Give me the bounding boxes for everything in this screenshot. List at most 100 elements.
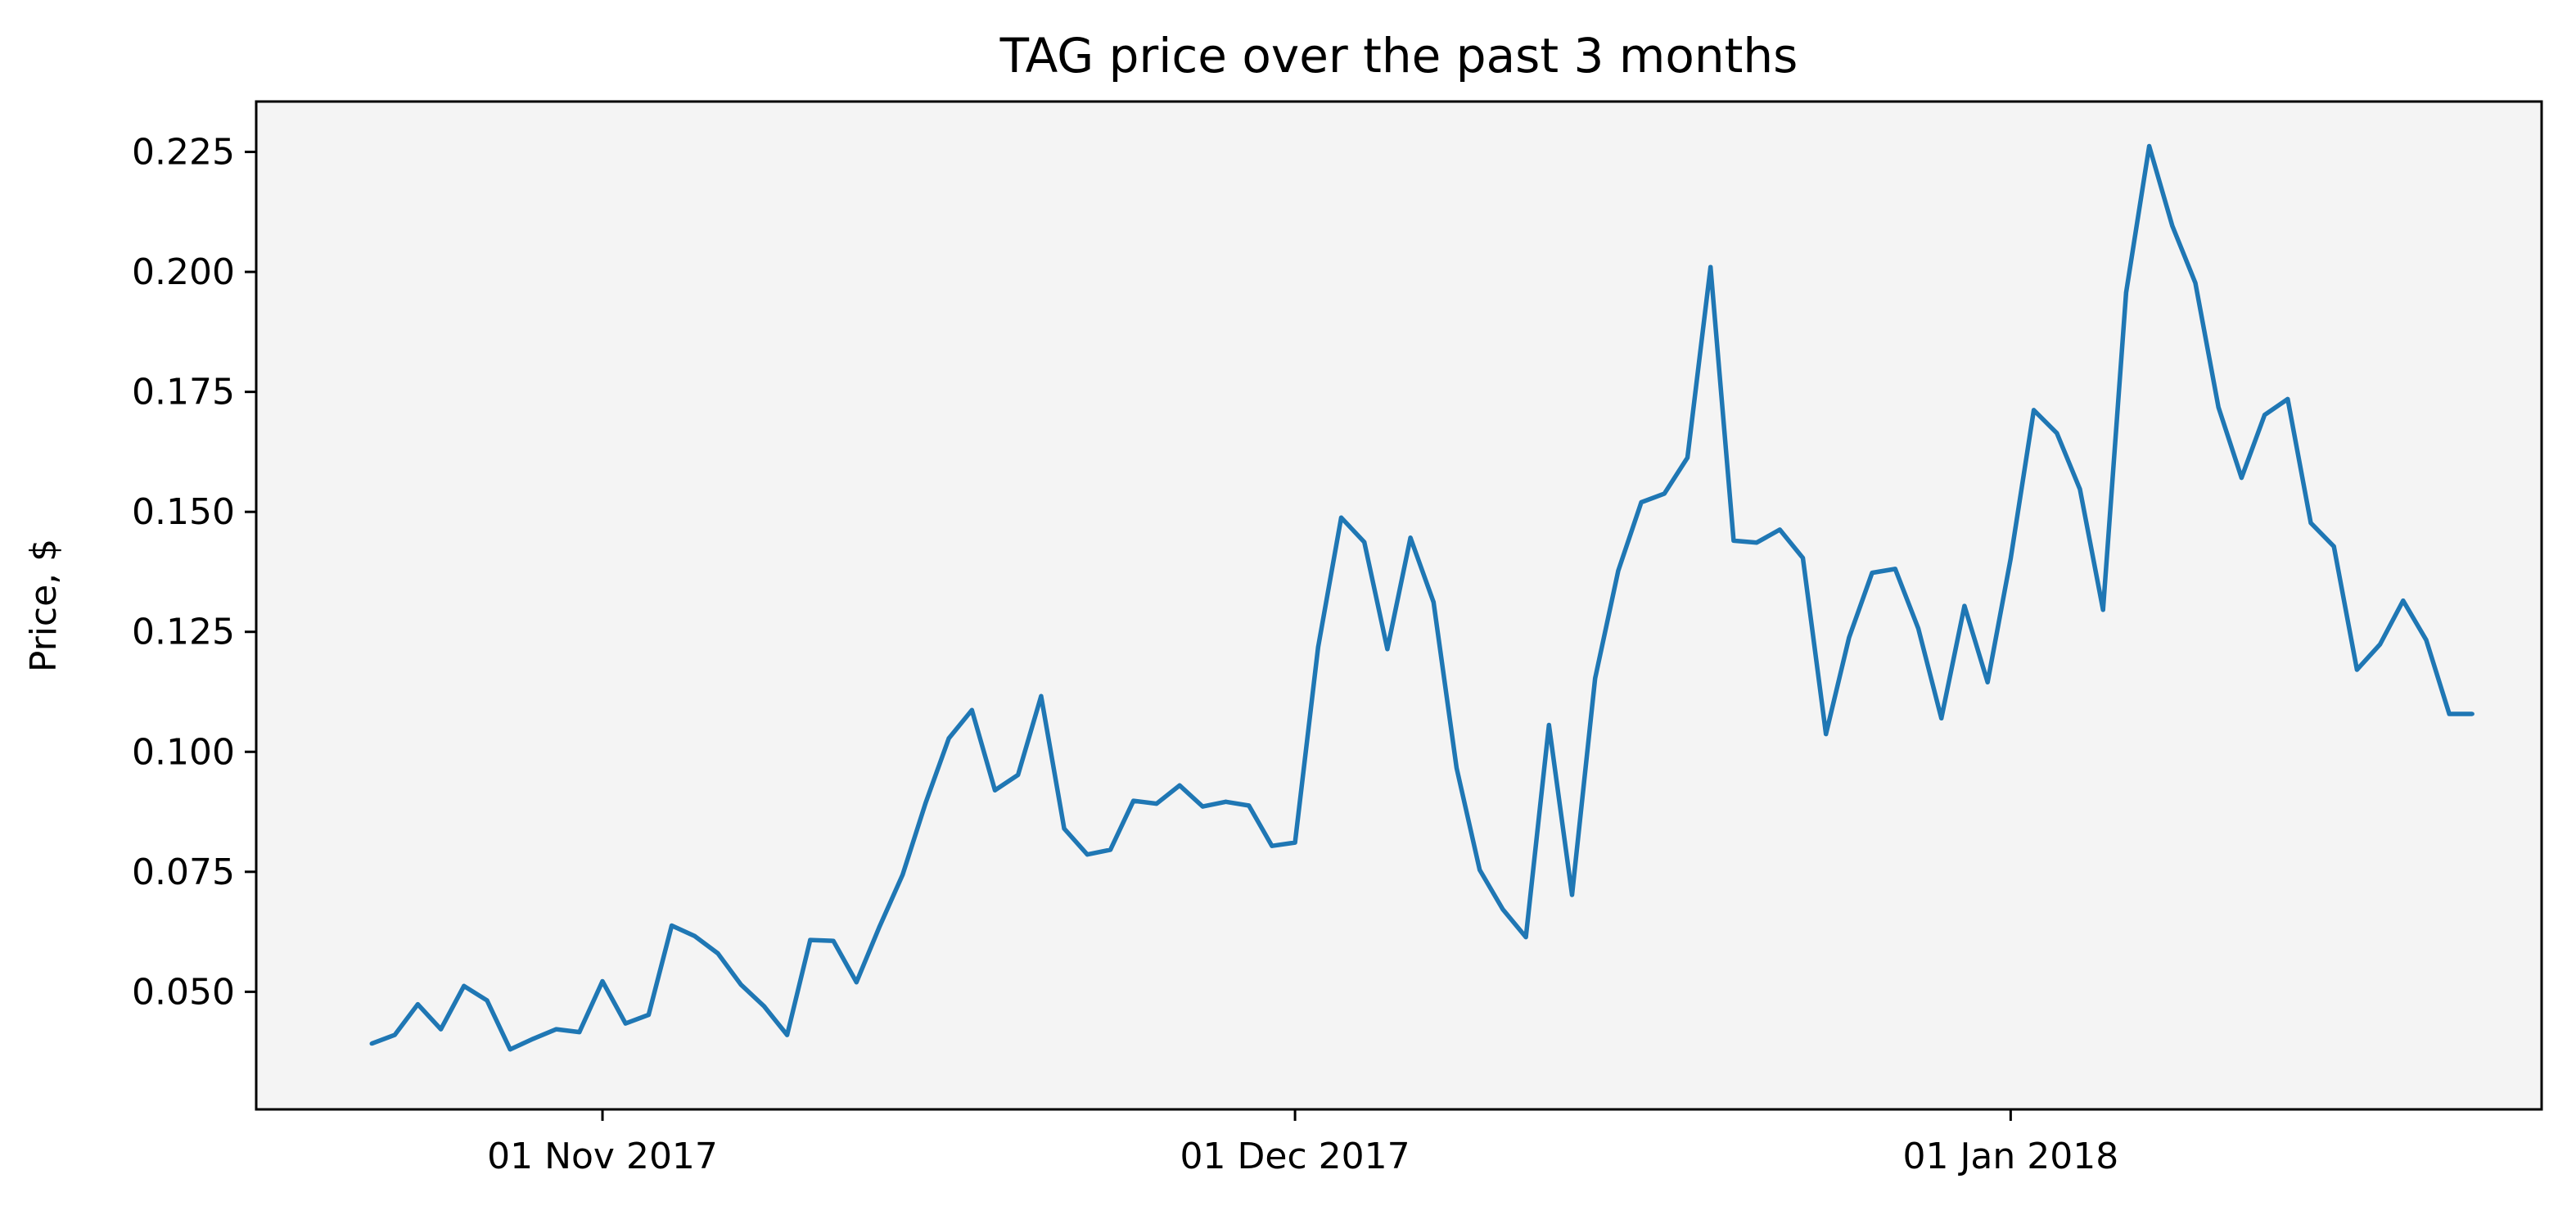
data-point [761, 1004, 766, 1009]
data-point [1754, 540, 1759, 545]
data-point [1224, 799, 1228, 804]
data-point [2100, 607, 2105, 612]
data-point [1062, 826, 1067, 831]
data-point [2077, 487, 2082, 492]
data-point [1939, 716, 1944, 720]
data-point [1108, 847, 1112, 852]
data-point [1247, 803, 1252, 808]
data-point [485, 998, 489, 1003]
data-point [2285, 396, 2290, 401]
data-point [2447, 711, 2452, 716]
data-point [2170, 224, 2175, 228]
data-point [831, 938, 836, 943]
data-point [2032, 408, 2037, 413]
data-point [1154, 802, 1159, 806]
data-point [2331, 544, 2336, 549]
data-point [993, 788, 997, 793]
data-point [462, 983, 467, 988]
y-tick-label: 0.075 [132, 851, 235, 893]
y-tick-label: 0.125 [132, 612, 235, 653]
data-point [2216, 404, 2221, 409]
data-point [2378, 642, 2383, 647]
data-point [600, 979, 605, 983]
data-point [854, 980, 859, 985]
data-point [508, 1047, 512, 1052]
data-point [1523, 935, 1528, 940]
data-point [670, 924, 674, 928]
data-point [439, 1027, 444, 1032]
data-point [1500, 907, 1505, 912]
data-point [1177, 783, 1182, 788]
data-point [1455, 766, 1459, 770]
data-point [1385, 647, 1390, 652]
y-axis-label: Price, $ [23, 539, 65, 672]
data-point [1293, 840, 1297, 845]
data-point [1685, 455, 1690, 460]
data-point [946, 736, 951, 741]
y-tick-label: 0.200 [132, 251, 235, 293]
data-point [554, 1027, 559, 1032]
data-point [2055, 431, 2059, 436]
data-point [577, 1030, 582, 1035]
series-line [371, 143, 2473, 1052]
data-point [1962, 603, 1967, 608]
data-point [1870, 571, 1874, 576]
data-point [392, 1032, 397, 1037]
data-point [1824, 732, 1829, 737]
data-point [877, 924, 882, 929]
data-point [1431, 599, 1436, 604]
data-point [923, 800, 928, 805]
data-point [1985, 680, 1990, 684]
data-point [2470, 711, 2474, 716]
data-point [808, 937, 813, 942]
data-point [415, 1002, 420, 1007]
data-point [1616, 568, 1621, 573]
data-point [1039, 693, 1044, 698]
data-point [369, 1041, 374, 1046]
data-point [1131, 798, 1136, 803]
x-tick-label: 01 Dec 2017 [1180, 1136, 1410, 1177]
data-point [900, 872, 905, 877]
data-point [1777, 527, 1782, 532]
data-point [2193, 281, 2198, 286]
y-tick-label: 0.100 [132, 731, 235, 773]
data-point [530, 1037, 535, 1041]
data-point [1593, 676, 1598, 681]
data-point [2008, 556, 2013, 561]
data-point [1847, 635, 1852, 640]
data-point [623, 1021, 628, 1026]
data-point [692, 933, 697, 938]
data-point [1362, 540, 1367, 544]
data-point [1016, 772, 1021, 777]
data-point [1916, 626, 1920, 631]
data-point [1546, 723, 1551, 727]
data-point [1708, 264, 1713, 269]
data-point [1200, 804, 1205, 809]
data-point [1085, 852, 1089, 857]
x-tick-label: 01 Jan 2018 [1902, 1136, 2118, 1177]
data-point [1408, 535, 1413, 540]
data-point [1570, 892, 1574, 897]
y-axis: 0.050 0.075 0.100 0.125 0.150 0.175 0.200 0.225 [132, 132, 256, 1013]
data-point [1662, 491, 1667, 496]
data-point [2239, 476, 2244, 481]
y-tick-label: 0.225 [132, 132, 235, 174]
data-point [2354, 667, 2359, 672]
data-point [2401, 598, 2406, 603]
plot-frame [255, 100, 2543, 1111]
data-point [2424, 638, 2429, 643]
series-group [369, 143, 2474, 1052]
data-point [738, 982, 743, 987]
data-point [646, 1013, 651, 1017]
data-point [715, 951, 720, 955]
data-point [2147, 144, 2152, 148]
data-point [2308, 521, 2313, 526]
data-point [1339, 515, 1343, 520]
data-point [1801, 556, 1805, 560]
data-point [2262, 413, 2267, 418]
data-point [785, 1032, 790, 1037]
plot-area [256, 102, 2542, 1109]
data-point [1477, 868, 1482, 872]
